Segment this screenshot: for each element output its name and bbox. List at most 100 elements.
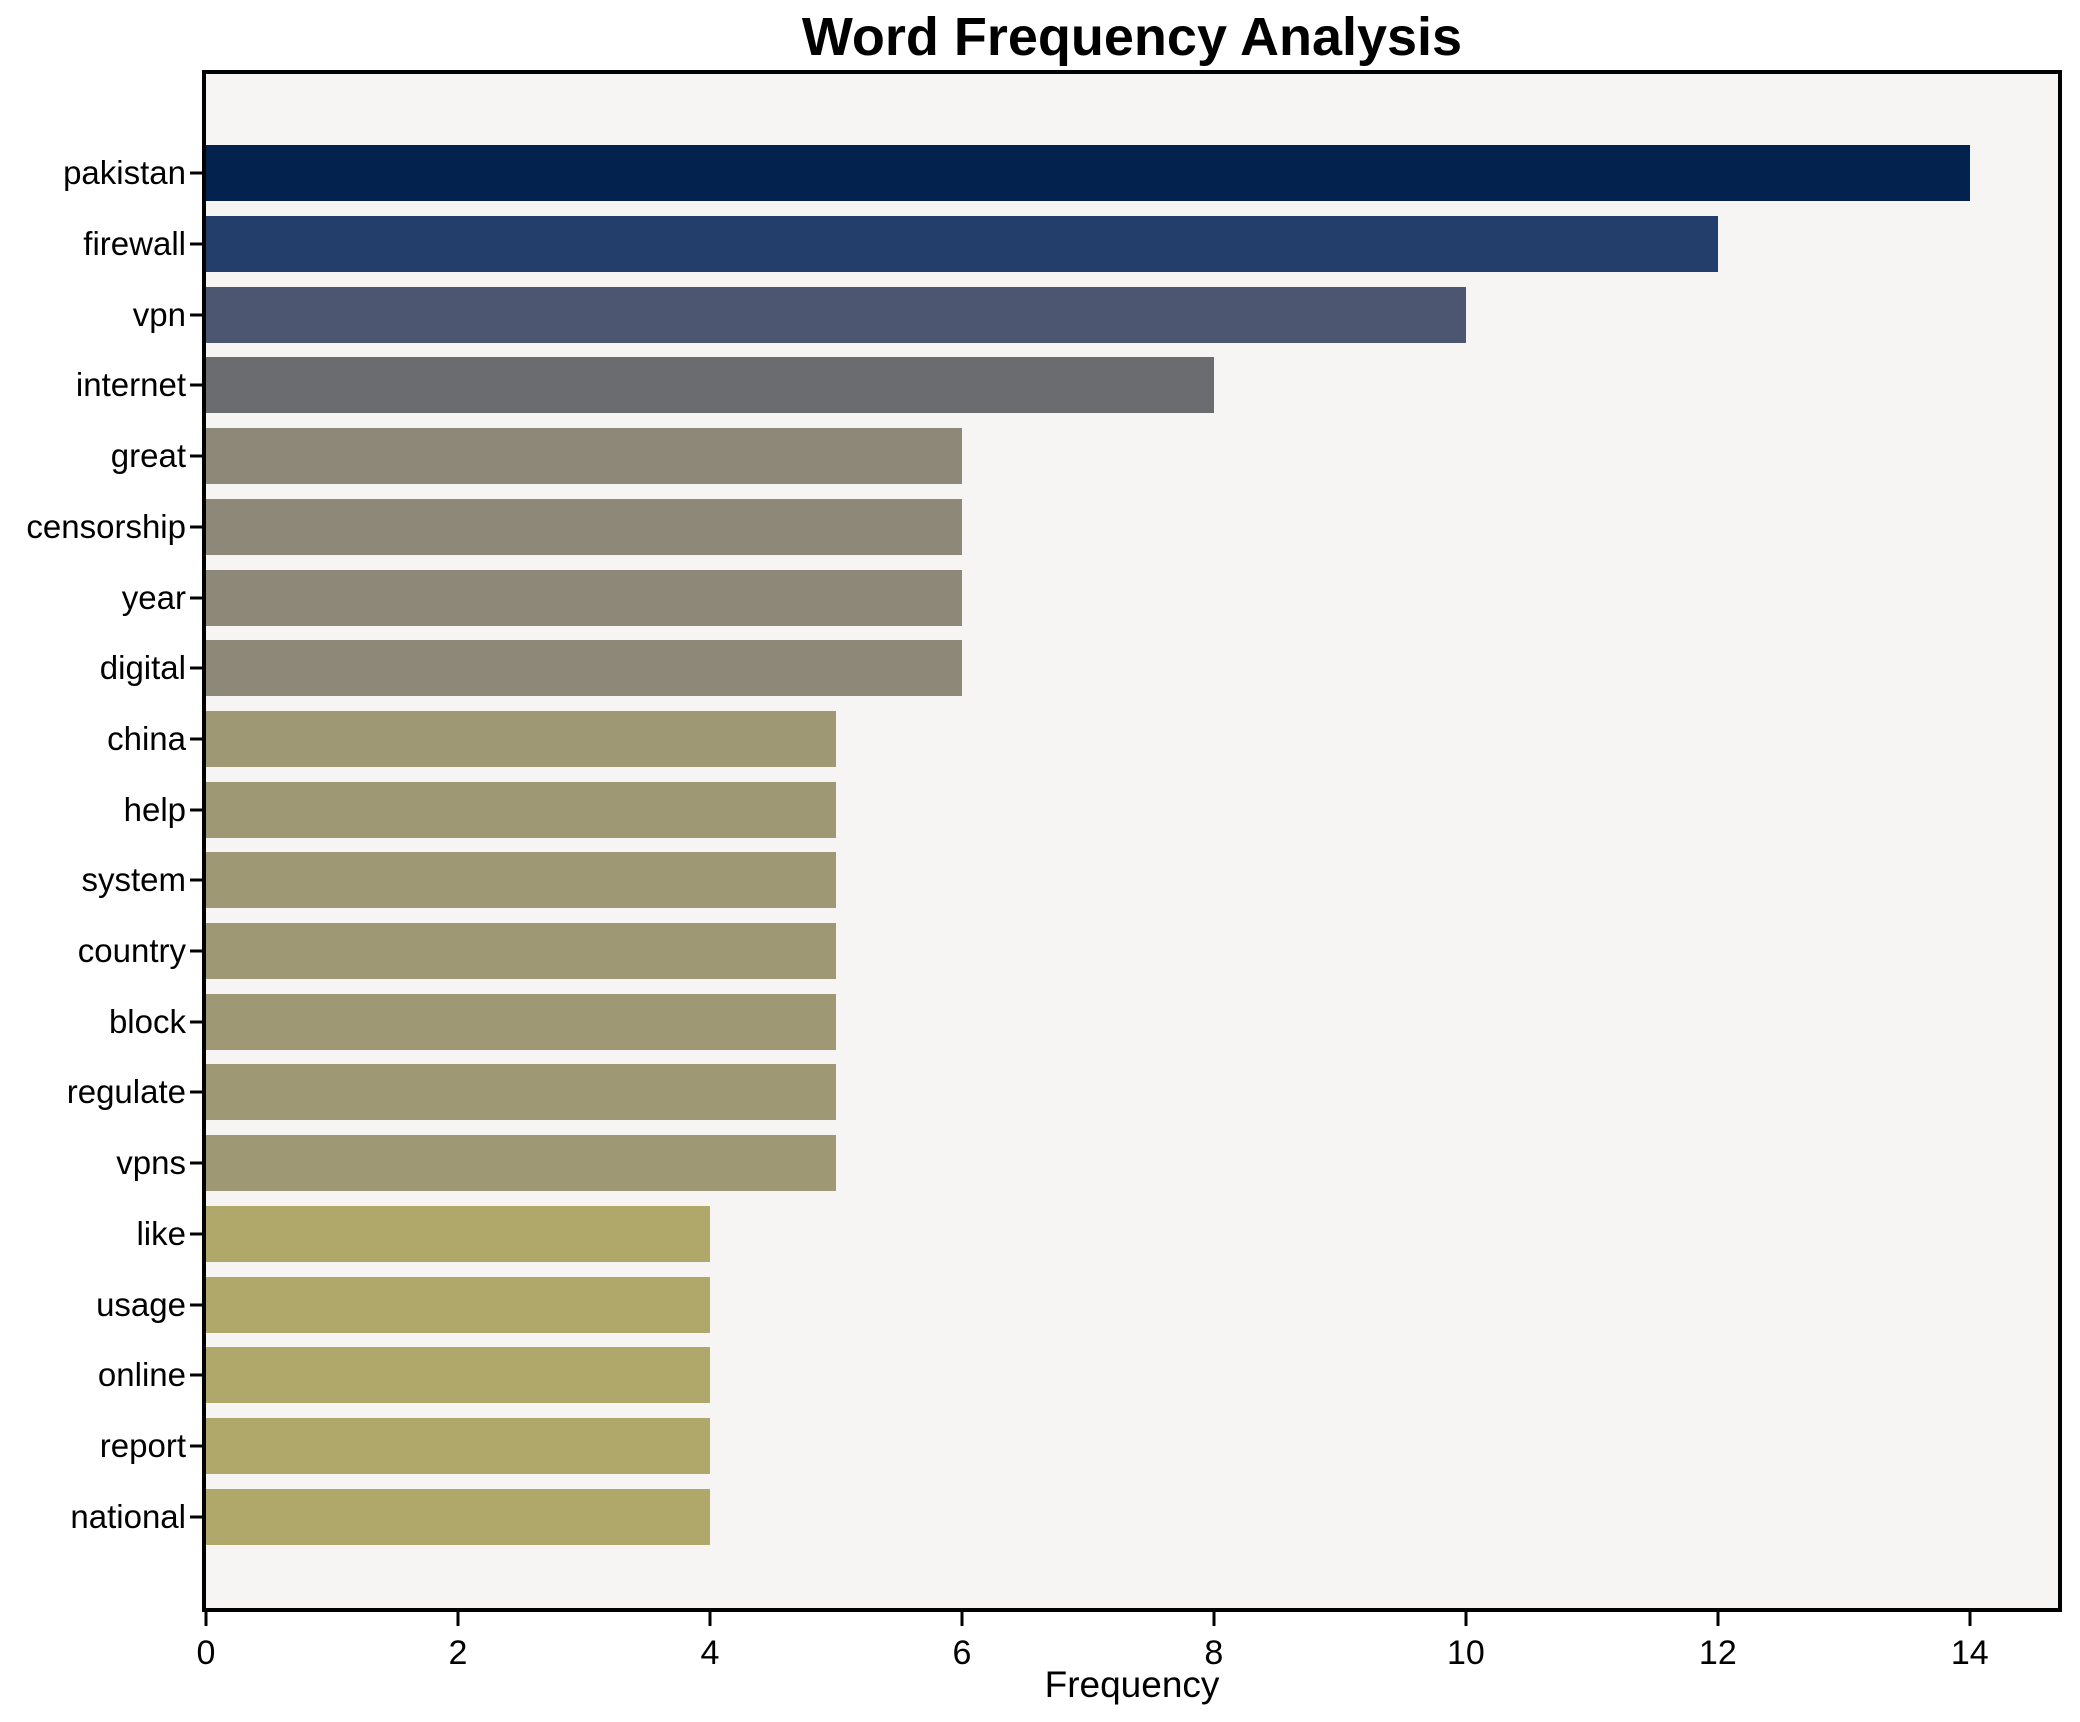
bar-year [206, 569, 962, 626]
y-tick-label-vpn: vpn [132, 295, 186, 333]
bar-firewall [206, 216, 1718, 273]
bar-row-year: year [122, 562, 2058, 633]
y-tick-label-usage: usage [96, 1285, 186, 1323]
y-tick-label-digital: digital [99, 649, 186, 687]
bar-national [206, 1488, 710, 1545]
x-tick-label-12: 12 [1698, 1634, 1737, 1672]
bar-row-vpns: vpns [116, 1128, 2058, 1199]
y-tick-regulate [190, 1090, 202, 1094]
y-tick-report [190, 1444, 202, 1448]
bar-row-national: national [70, 1481, 2058, 1552]
x-tick-2 [456, 1612, 460, 1626]
bar-digital [206, 640, 962, 697]
bar-censorship [206, 498, 962, 555]
y-tick-label-regulate: regulate [66, 1073, 186, 1111]
x-axis-title: Frequency [1044, 1664, 1220, 1705]
y-tick-label-national: national [70, 1497, 186, 1535]
bar-row-censorship: censorship [26, 492, 2058, 563]
bar-row-report: report [100, 1411, 2058, 1482]
bar-row-digital: digital [100, 633, 2058, 704]
x-tick-label-2: 2 [448, 1634, 468, 1672]
bar-row-china: china [107, 704, 2058, 775]
bar-block [206, 993, 836, 1050]
bar-row-block: block [109, 986, 2058, 1057]
y-tick-label-system: system [81, 861, 186, 899]
x-tick-10 [1464, 1612, 1468, 1626]
y-tick-label-year: year [121, 578, 186, 616]
y-tick-pakistan [190, 171, 202, 175]
bar-row-system: system [81, 845, 2058, 916]
y-tick-internet [190, 383, 202, 387]
bar-row-regulate: regulate [67, 1057, 2058, 1128]
bar-row-usage: usage [96, 1269, 2058, 1340]
x-tick-14 [1968, 1612, 1972, 1626]
y-tick-help [190, 808, 202, 812]
y-tick-label-help: help [123, 790, 186, 828]
y-tick-label-like: like [136, 1214, 186, 1252]
x-tick-0 [204, 1612, 208, 1626]
x-tick-label-4: 4 [700, 1634, 720, 1672]
y-tick-censorship [190, 525, 202, 529]
y-tick-label-report: report [99, 1426, 186, 1464]
y-tick-online [190, 1373, 202, 1377]
x-tick-label-6: 6 [952, 1634, 972, 1672]
x-tick-label-10: 10 [1446, 1634, 1485, 1672]
y-tick-label-great: great [110, 437, 186, 475]
bar-row-great: great [111, 421, 2058, 492]
bar-online [206, 1347, 710, 1404]
bar-system [206, 852, 836, 909]
x-tick-label-8: 8 [1204, 1634, 1224, 1672]
y-tick-label-country: country [77, 932, 186, 970]
y-tick-label-internet: internet [75, 366, 186, 404]
bar-row-pakistan: pakistan [63, 138, 2058, 209]
x-tick-label-0: 0 [196, 1634, 216, 1672]
bar-row-online: online [98, 1340, 2058, 1411]
y-tick-label-online: online [97, 1356, 186, 1394]
y-tick-firewall [190, 242, 202, 246]
y-tick-label-pakistan: pakistan [63, 154, 186, 192]
y-tick-label-china: china [107, 719, 186, 757]
bar-row-like: like [136, 1199, 2058, 1270]
y-tick-label-firewall: firewall [83, 225, 186, 263]
bar-china [206, 710, 836, 767]
bars-container: pakistan firewall vpn internet great censorsh… [26, 74, 2058, 1608]
bar-row-firewall: firewall [83, 209, 2058, 280]
x-tick-8 [1212, 1612, 1216, 1626]
bar-row-help: help [124, 774, 2058, 845]
bar-help [206, 781, 836, 838]
bar-vpns [206, 1135, 836, 1192]
bar-great [206, 428, 962, 485]
x-tick-12 [1716, 1612, 1720, 1626]
y-tick-vpns [190, 1161, 202, 1165]
y-tick-usage [190, 1303, 202, 1307]
x-tick-label-14: 14 [1950, 1634, 1989, 1672]
bar-regulate [206, 1064, 836, 1121]
plot-area: pakistan firewall vpn internet great censorsh… [26, 70, 2062, 1612]
y-tick-vpn [190, 313, 202, 317]
y-tick-system [190, 878, 202, 882]
y-tick-label-censorship: censorship [26, 507, 186, 545]
y-tick-national [190, 1515, 202, 1519]
bar-vpn [206, 286, 1466, 343]
y-tick-label-vpns: vpns [116, 1144, 186, 1182]
bar-row-country: country [78, 916, 2058, 987]
y-tick-digital [190, 666, 202, 670]
bar-row-internet: internet [76, 350, 2058, 421]
y-tick-country [190, 949, 202, 953]
bar-like [206, 1205, 710, 1262]
y-tick-label-block: block [108, 1002, 186, 1040]
y-tick-year [190, 596, 202, 600]
bar-usage [206, 1276, 710, 1333]
x-tick-4 [708, 1612, 712, 1626]
bar-report [206, 1417, 710, 1474]
y-tick-block [190, 1020, 202, 1024]
x-axis: 0 2 4 6 8 10 12 14 [197, 1612, 2058, 1722]
bar-row-vpn: vpn [133, 279, 2058, 350]
y-tick-china [190, 737, 202, 741]
y-tick-like [190, 1232, 202, 1236]
bar-country [206, 923, 836, 980]
chart-title: Word Frequency Analysis [801, 7, 1463, 67]
x-tick-6 [960, 1612, 964, 1626]
bar-internet [206, 357, 1214, 414]
